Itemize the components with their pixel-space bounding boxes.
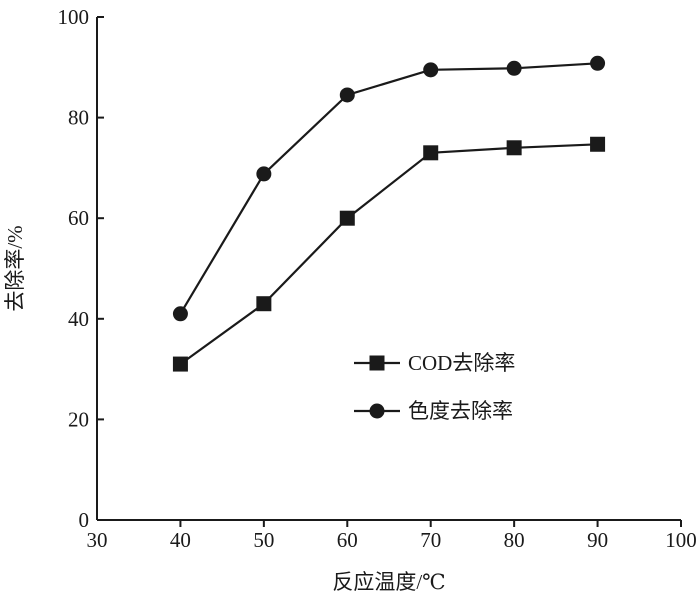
data-point-circle (590, 55, 606, 71)
series-group (172, 55, 606, 372)
y-tick-label: 100 (58, 5, 90, 29)
x-tick-label: 90 (587, 528, 608, 552)
data-point-square (339, 210, 355, 226)
data-point-square (506, 140, 522, 156)
y-tick-label: 60 (68, 206, 89, 230)
data-point-square (590, 136, 606, 152)
series-line (179, 62, 598, 315)
x-tick-label: 30 (87, 528, 108, 552)
data-point-circle (172, 306, 188, 322)
legend-marker-circle (369, 403, 385, 419)
data-point-square (256, 296, 272, 312)
legend-item-2: 色度去除率 (354, 399, 513, 423)
y-tick-label: 20 (68, 407, 89, 431)
x-tick-label: 80 (504, 528, 525, 552)
data-point-circle (506, 60, 522, 76)
x-tick-label: 40 (170, 528, 191, 552)
data-point-square (172, 356, 188, 372)
axes (96, 17, 681, 521)
x-tick-label: 70 (420, 528, 441, 552)
y-tick-label: 40 (68, 307, 89, 331)
x-axis-ticks: 30 40 50 60 70 80 90 100 (87, 520, 697, 552)
x-axis-title: 反应温度/℃ (332, 570, 445, 594)
data-point-circle (423, 62, 439, 78)
x-tick-label: 100 (665, 528, 697, 552)
y-tick-label: 80 (68, 106, 89, 130)
legend-label: COD去除率 (408, 351, 515, 375)
x-tick-label: 60 (337, 528, 358, 552)
y-axis-ticks: 0 20 40 60 80 100 (58, 5, 104, 532)
x-tick-label: 50 (253, 528, 274, 552)
y-axis-title: 去除率/% (3, 225, 27, 311)
data-point-circle (339, 87, 355, 103)
series-line (179, 143, 598, 365)
data-point-circle (256, 166, 272, 182)
data-point-square (423, 145, 439, 161)
legend-marker-square (369, 355, 385, 371)
y-tick-label: 0 (79, 508, 90, 532)
legend-label: 色度去除率 (408, 399, 513, 423)
series-2 (172, 55, 606, 322)
series-1 (172, 136, 606, 372)
legend-item-1: COD去除率 (354, 351, 515, 375)
